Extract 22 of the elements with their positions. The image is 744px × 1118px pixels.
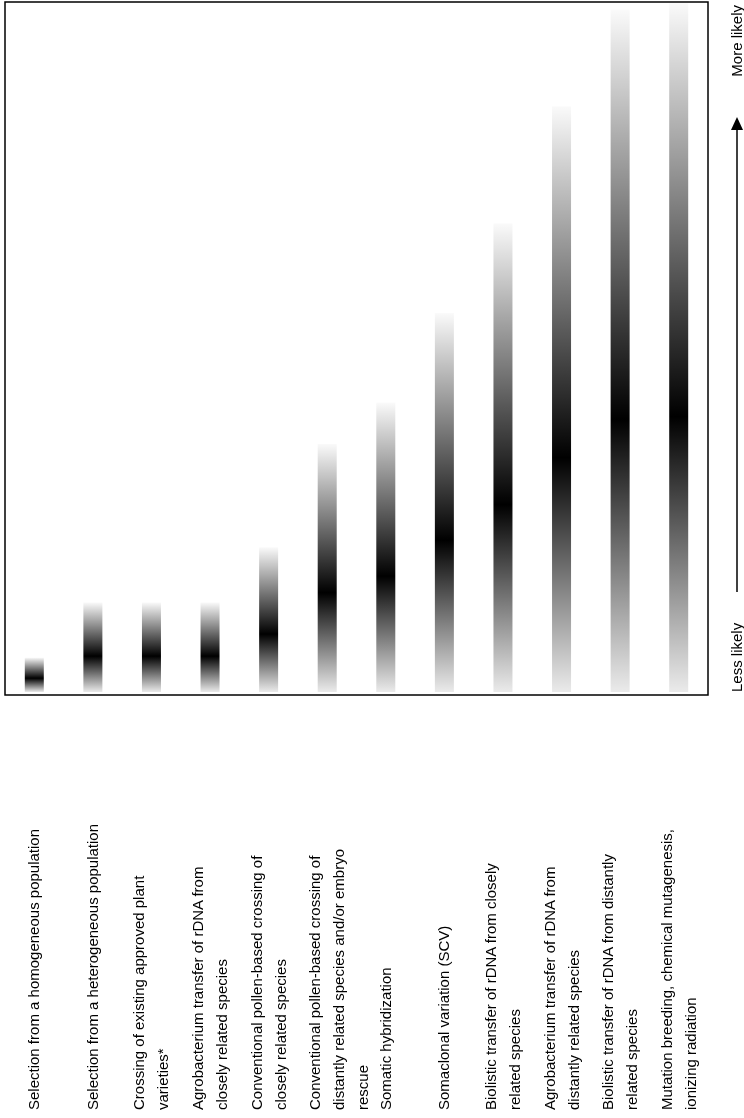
bar [259, 547, 279, 692]
x-tick-label: Biolistic transfer of rDNA from closely related species [481, 862, 523, 1110]
bar [376, 402, 396, 692]
x-tick-label: Crossing of existing approved plant varieties* [130, 874, 172, 1110]
bar [552, 106, 572, 692]
bar [493, 223, 513, 692]
x-tick-label: Somaclonal variation (SCV) [435, 925, 453, 1110]
x-tick-label: Conventional pollen-based crossing of distantly related species and/or embryo rescue [306, 849, 372, 1110]
bar [83, 602, 103, 692]
x-tick-label: Agrobacterium transfer of rDNA from distantly related species [540, 866, 582, 1110]
bar [434, 313, 454, 692]
x-tick-label: Biolistic transfer of rDNA from distantly related species [599, 853, 641, 1110]
bar [200, 602, 220, 692]
bar [141, 602, 161, 692]
bar [24, 657, 44, 692]
bar [669, 3, 689, 692]
x-tick-label: Mutation breeding, chemical mutagenesis, ionizing radiation [657, 829, 699, 1110]
bar [610, 9, 630, 692]
x-tick-label: Selection from a homogeneous population [25, 828, 43, 1110]
bar [317, 443, 337, 692]
x-tick-label: Selection from a heterogeneous population [83, 823, 101, 1110]
x-tick-label: Somatic hybridization [376, 967, 394, 1110]
